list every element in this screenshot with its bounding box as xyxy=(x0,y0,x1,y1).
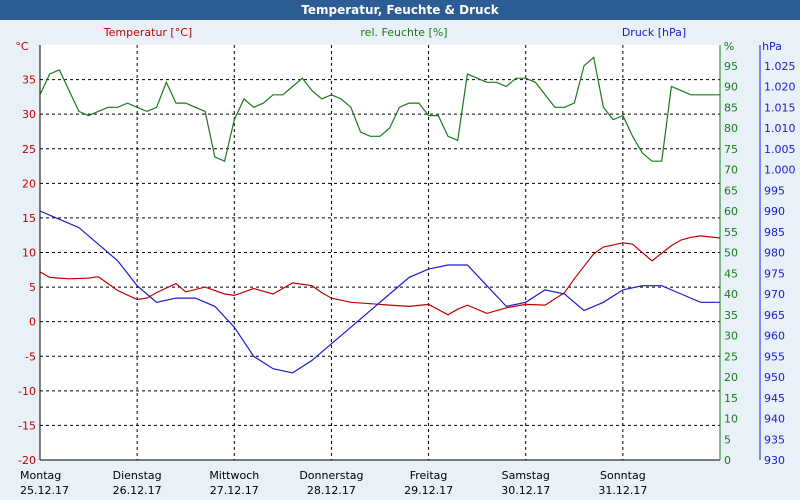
pressure-tick-label: 965 xyxy=(764,309,785,322)
pressure-tick-label: 930 xyxy=(764,454,785,467)
pressure-tick-label: 980 xyxy=(764,247,785,260)
pressure-tick-label: 1.020 xyxy=(764,81,796,94)
humidity-tick-label: 95 xyxy=(724,60,738,73)
pressure-unit: hPa xyxy=(762,40,782,53)
humidity-tick-label: 90 xyxy=(724,81,738,94)
humidity-tick-label: 5 xyxy=(724,433,731,446)
pressure-tick-label: 985 xyxy=(764,226,785,239)
temperature-tick-label: 30 xyxy=(22,108,36,121)
temperature-tick-label: 35 xyxy=(22,74,36,87)
pressure-tick-label: 990 xyxy=(764,205,785,218)
x-label-date: 28.12.17 xyxy=(307,484,356,497)
x-label-day: Freitag xyxy=(410,469,448,482)
x-label-date: 30.12.17 xyxy=(501,484,550,497)
humidity-tick-label: 0 xyxy=(724,454,731,467)
pressure-tick-label: 1.010 xyxy=(764,122,796,135)
humidity-tick-label: 35 xyxy=(724,309,738,322)
pressure-tick-label: 995 xyxy=(764,184,785,197)
temperature-tick-label: 15 xyxy=(22,212,36,225)
temperature-tick-label: -10 xyxy=(18,385,36,398)
temperature-tick-label: 0 xyxy=(29,316,36,329)
humidity-tick-label: 30 xyxy=(724,330,738,343)
pressure-tick-labels: 930 935 940 945 950 955 960 965 970 975 980 985 990 9… xyxy=(764,60,796,467)
x-label-date: 26.12.17 xyxy=(113,484,162,497)
x-label-day: Dienstag xyxy=(113,469,162,482)
x-label-date: 29.12.17 xyxy=(404,484,453,497)
humidity-series-line xyxy=(39,56,720,163)
humidity-tick-labels: 0 5 10 15 20 25 30 35 40 45 50 55 60 65 70 75 80 85 90 95 xyxy=(724,60,738,467)
humidity-tick-label: 85 xyxy=(724,101,738,114)
axis-lines xyxy=(39,45,761,461)
temperature-tick-label: 25 xyxy=(22,143,36,156)
temperature-axis-title: Temperatur [°C] xyxy=(103,26,192,39)
chart-canvas: Temperatur [°C] °C rel. Feuchte [%] % Dr… xyxy=(15,26,796,497)
x-label-day: Mittwoch xyxy=(209,469,259,482)
humidity-tick-label: 45 xyxy=(724,267,738,280)
pressure-tick-label: 940 xyxy=(764,413,785,426)
humidity-tick-label: 20 xyxy=(724,371,738,384)
temperature-unit: °C xyxy=(15,40,29,53)
humidity-tick-label: 75 xyxy=(724,143,738,156)
humidity-tick-label: 55 xyxy=(724,226,738,239)
x-label-day: Donnerstag xyxy=(299,469,363,482)
humidity-tick-label: 70 xyxy=(724,164,738,177)
pressure-tick-label: 975 xyxy=(764,267,785,280)
humidity-tick-label: 60 xyxy=(724,205,738,218)
x-label-date: 31.12.17 xyxy=(598,484,647,497)
humidity-tick-label: 80 xyxy=(724,122,738,135)
humidity-unit: % xyxy=(724,40,734,53)
x-label-date: 27.12.17 xyxy=(210,484,259,497)
humidity-tick-label: 15 xyxy=(724,392,738,405)
humidity-axis-title: rel. Feuchte [%] xyxy=(360,26,447,39)
temperature-series-line xyxy=(39,235,721,316)
pressure-tick-label: 1.015 xyxy=(764,101,796,114)
pressure-tick-label: 1.000 xyxy=(764,164,796,177)
pressure-tick-label: 1.005 xyxy=(764,143,796,156)
humidity-tick-label: 25 xyxy=(724,350,738,363)
x-label-day: Sonntag xyxy=(600,469,646,482)
pressure-tick-label: 970 xyxy=(764,288,785,301)
humidity-tick-label: 50 xyxy=(724,247,738,260)
x-label-day: Montag xyxy=(20,469,61,482)
pressure-tick-label: 1.025 xyxy=(764,60,796,73)
temperature-tick-label: 20 xyxy=(22,177,36,190)
temperature-tick-labels: -20 -15 -10 -5 0 5 10 15 20 25 30 35 xyxy=(18,74,36,467)
pressure-tick-label: 945 xyxy=(764,392,785,405)
temperature-tick-label: -15 xyxy=(18,419,36,432)
x-label-date: 25.12.17 xyxy=(20,484,69,497)
chart-title: Temperatur, Feuchte & Druck xyxy=(0,0,800,20)
x-label-day: Samstag xyxy=(502,469,550,482)
pressure-tick-label: 960 xyxy=(764,330,785,343)
humidity-tick-label: 40 xyxy=(724,288,738,301)
temperature-tick-label: 10 xyxy=(22,247,36,260)
series-lines xyxy=(39,56,721,374)
temperature-tick-label: 5 xyxy=(29,281,36,294)
pressure-axis-title: Druck [hPa] xyxy=(622,26,686,39)
temperature-tick-label: -20 xyxy=(18,454,36,467)
temperature-tick-label: -5 xyxy=(25,350,36,363)
pressure-series-line xyxy=(39,210,720,374)
humidity-tick-label: 65 xyxy=(724,184,738,197)
pressure-tick-label: 955 xyxy=(764,350,785,363)
grid-lines xyxy=(40,45,720,460)
pressure-tick-label: 950 xyxy=(764,371,785,384)
pressure-tick-label: 935 xyxy=(764,433,785,446)
x-axis-labels: Montag 25.12.17 Dienstag 26.12.17 Mittwoch 27… xyxy=(20,469,647,497)
humidity-tick-label: 10 xyxy=(724,413,738,426)
